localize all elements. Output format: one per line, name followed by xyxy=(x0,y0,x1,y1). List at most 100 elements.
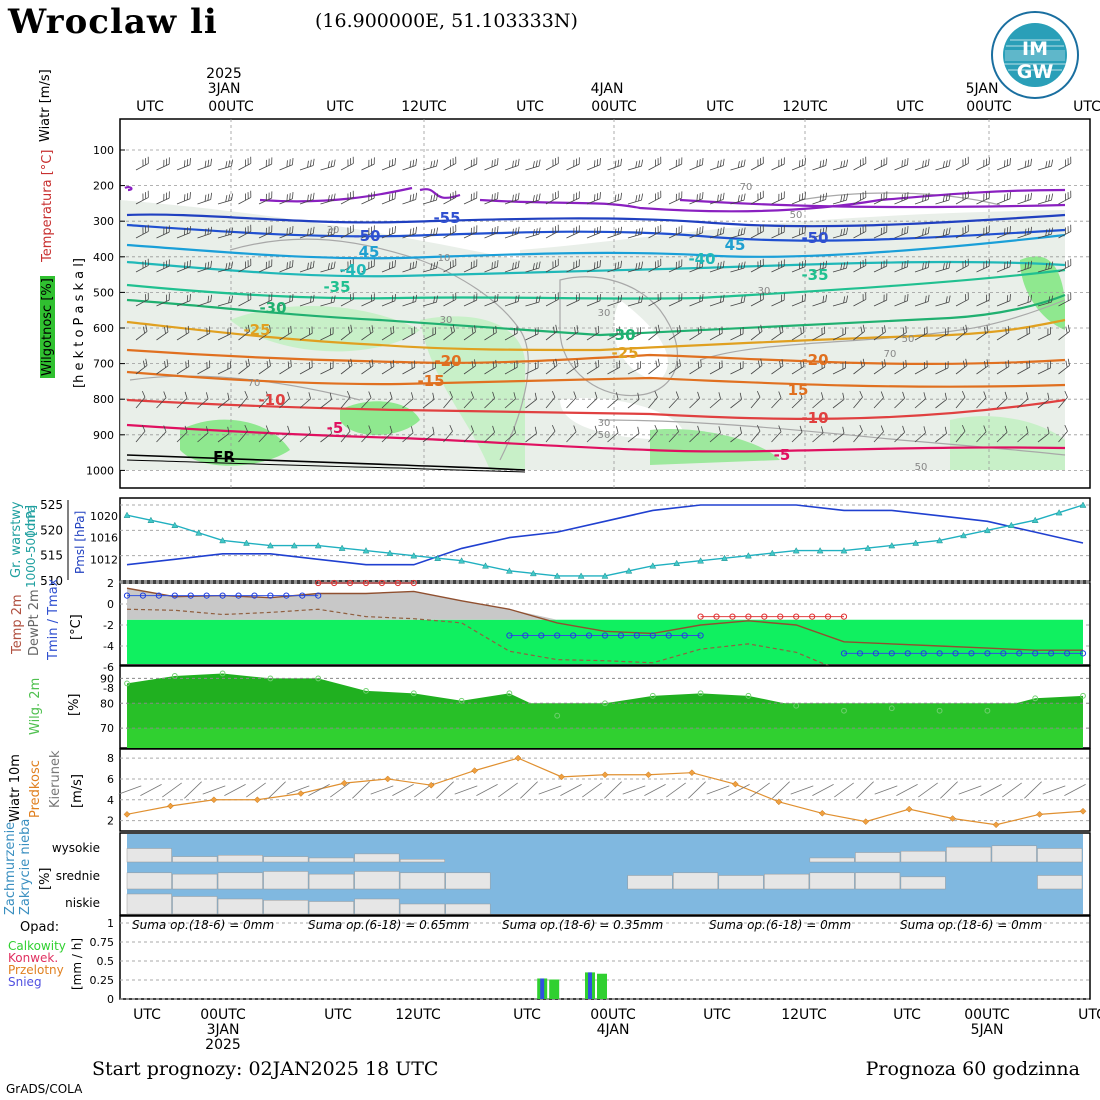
wind-barb-feather xyxy=(391,227,394,234)
wind-barb xyxy=(607,226,623,239)
wind-barb xyxy=(668,225,683,239)
wind-barb xyxy=(299,360,313,375)
wind-barb xyxy=(320,361,334,375)
wind-barb xyxy=(648,324,660,341)
wind-speed-marker xyxy=(775,798,783,806)
wind-barb-shaft xyxy=(1058,365,1070,375)
wind-barb-feather xyxy=(231,261,234,269)
cloud-bar xyxy=(764,873,810,890)
wind-barb xyxy=(689,158,704,171)
wind-barb-feather xyxy=(228,228,231,236)
humidity-zone-clear xyxy=(613,300,668,380)
wind-barb-feather xyxy=(352,156,354,164)
wind-barb xyxy=(668,259,683,273)
label-1000-500: 1000-500 hPa xyxy=(24,504,38,588)
wind-speed-marker xyxy=(688,769,696,777)
wind-barb-feather xyxy=(204,262,207,270)
wind-barb-shaft xyxy=(689,366,702,375)
precip-sum-label: Suma op.(18-6) = 0mm xyxy=(132,918,274,932)
wind-barb xyxy=(627,261,644,273)
wind-barb-feather xyxy=(1051,159,1054,167)
wind-barb-feather xyxy=(578,259,580,267)
cloud-bar xyxy=(1037,875,1083,890)
wind-barb xyxy=(853,156,867,171)
wind-barb-feather xyxy=(840,195,843,202)
wind-barb xyxy=(996,158,1011,171)
wind-barb-shaft xyxy=(853,231,867,239)
wind-barb xyxy=(238,190,252,205)
wind-barb xyxy=(996,391,1008,409)
wind-barb-shaft xyxy=(894,232,908,239)
wind-direction-barb xyxy=(330,782,350,798)
wind-barb-feather xyxy=(1026,426,1029,433)
wind-barb-feather xyxy=(799,194,801,202)
wind-barb xyxy=(894,260,909,273)
humidity-contour xyxy=(799,192,1001,206)
wind-barb xyxy=(996,425,1008,443)
wind-barb-feather xyxy=(551,390,556,398)
wind-barb xyxy=(709,326,723,341)
wind-barb-feather xyxy=(327,161,330,168)
wind-barb-shaft xyxy=(197,267,211,273)
wind-barb-feather xyxy=(330,262,333,270)
time-label-top: UTC xyxy=(1073,99,1100,115)
wind-barb-feather xyxy=(1004,425,1008,433)
wind-barb-feather xyxy=(637,328,639,336)
wind-barb-feather xyxy=(822,261,825,269)
gpt-tick: 515 xyxy=(40,549,63,563)
tmin-marker xyxy=(235,592,242,599)
wind-direction-barb xyxy=(498,782,518,798)
wind-barb-feather xyxy=(842,426,845,434)
isotherm-label: 45 xyxy=(359,243,380,261)
wind-barb xyxy=(607,192,623,205)
wind-barb-feather xyxy=(371,158,373,166)
temp2m-line xyxy=(126,587,1083,651)
wind-direction-shaft xyxy=(622,785,646,795)
wind-barb xyxy=(935,261,951,273)
wind-barb-shaft xyxy=(750,231,764,239)
wind-speed-marker xyxy=(167,802,174,810)
wind-barb-shaft xyxy=(381,266,396,273)
isotherm-label: -5 xyxy=(327,419,344,437)
gpt-tick: 520 xyxy=(40,523,63,537)
isotherm-label: -40 xyxy=(688,250,715,268)
wind-barb-feather xyxy=(186,227,189,234)
wind-barb-feather xyxy=(617,159,620,167)
wind-barb xyxy=(832,193,849,205)
wind-barb-feather xyxy=(225,195,228,202)
wind-barb xyxy=(648,424,658,443)
temp-positive-fill xyxy=(127,588,1083,620)
wind-barb-feather xyxy=(1027,295,1030,303)
wind-barb-shaft xyxy=(894,397,905,409)
wind-barb-shaft xyxy=(1058,431,1068,443)
wind-barb-feather xyxy=(494,261,496,268)
wind-barb-shaft xyxy=(586,198,601,205)
wind-barb-feather xyxy=(965,324,968,332)
wind-barb-shaft xyxy=(607,267,621,273)
tmin-marker xyxy=(171,592,178,599)
wind-barb-feather xyxy=(389,194,391,202)
tmin-marker xyxy=(522,632,529,639)
wind-direction-barb xyxy=(812,784,834,796)
wind-barb-shaft xyxy=(258,265,272,273)
time-label-bottom: 12UTC xyxy=(781,1007,827,1023)
wind-barb-feather xyxy=(287,361,290,369)
isotherm-label: -50 xyxy=(353,227,380,245)
wind-barb xyxy=(1058,424,1068,443)
wind-barb xyxy=(689,359,702,375)
wind-barb-feather xyxy=(231,295,234,303)
wind-barb-feather xyxy=(660,224,662,232)
wind-barb-feather xyxy=(594,194,596,202)
wind-barb-feather xyxy=(576,359,579,367)
wind-barb xyxy=(381,158,396,171)
wind-barb-shaft xyxy=(402,233,416,239)
wind-barb xyxy=(320,392,332,409)
wind-barb-feather xyxy=(1006,295,1009,302)
wind-barb-feather xyxy=(860,326,863,334)
wind-barb-feather xyxy=(778,425,782,432)
wind-barb xyxy=(156,293,170,307)
wind-barb-feather xyxy=(516,360,518,368)
wind-barb-feather xyxy=(552,159,554,167)
wind-barb-feather xyxy=(822,193,825,201)
wind-barb-feather xyxy=(1045,263,1048,270)
